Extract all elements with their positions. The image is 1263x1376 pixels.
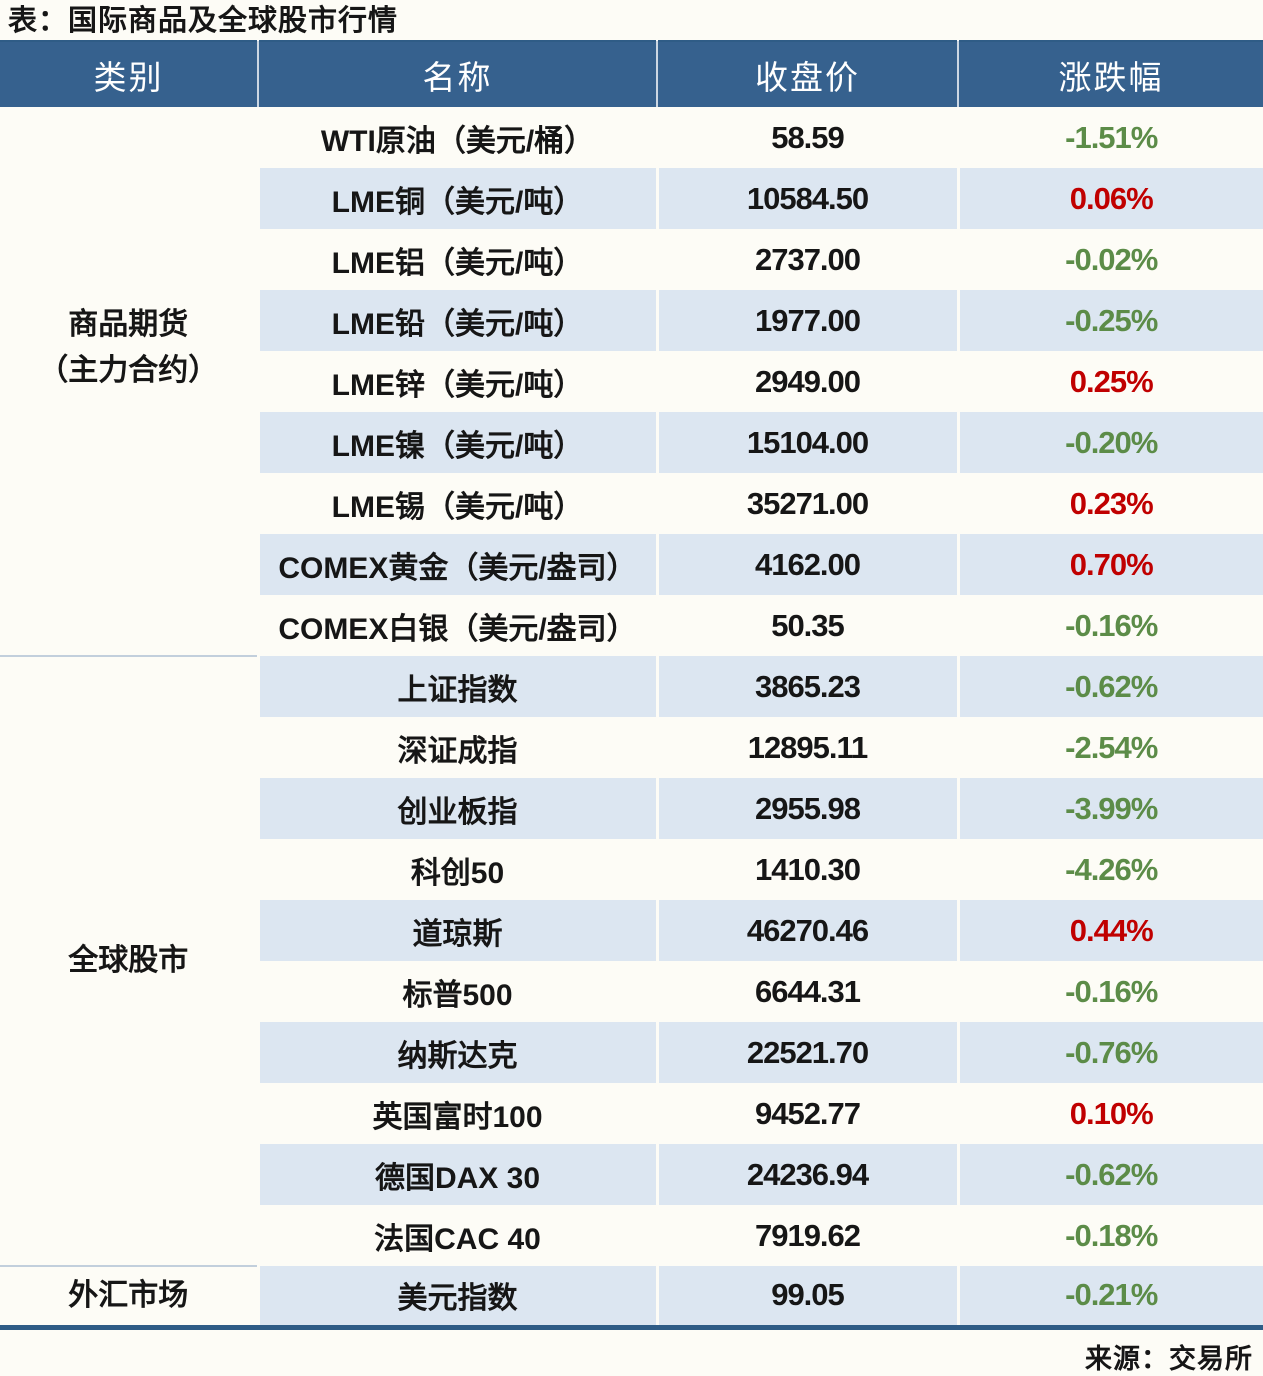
close-cell: 3865.23 [655,656,958,717]
close-cell: 2955.98 [655,778,958,839]
table-row: LME镍（美元/吨） 15104.00 -0.20% [0,412,1263,473]
change-cell: 0.23% [956,473,1263,534]
table-row: 科创50 1410.30 -4.26% [0,839,1263,900]
table-row: 商品期货 （主力合约） WTI原油（美元/桶） 58.59 -1.51% [0,107,1263,656]
name-cell: 上证指数 [256,656,657,717]
header-row: 类别 名称 收盘价 涨跌幅 [0,41,1263,107]
table-row: COMEX白银（美元/盎司） 50.35 -0.16% [0,595,1263,656]
name-cell: 英国富时100 [256,1083,657,1144]
change-cell: 0.70% [956,534,1263,595]
change-cell: -0.21% [956,1266,1263,1328]
close-cell: 4162.00 [655,534,958,595]
close-cell: 24236.94 [655,1144,958,1205]
close-cell: 35271.00 [655,473,958,534]
name-cell: 创业板指 [256,778,657,839]
table-row: LME铝（美元/吨） 2737.00 -0.02% [0,229,1263,290]
name-cell: 道琼斯 [256,900,657,961]
table-row: 创业板指 2955.98 -3.99% [0,778,1263,839]
change-cell: -0.16% [956,595,1263,656]
change-cell: -1.51% [956,107,1263,168]
name-cell: LME镍（美元/吨） [256,412,657,473]
table-row: 英国富时100 9452.77 0.10% [0,1083,1263,1144]
close-cell: 7919.62 [655,1205,958,1266]
category-cell-stocks: 全球股市 [0,655,258,1266]
close-cell: 50.35 [655,595,958,656]
change-cell: -0.20% [956,412,1263,473]
name-cell: 纳斯达克 [256,1022,657,1083]
close-cell: 12895.11 [655,717,958,778]
header-change: 涨跌幅 [957,41,1263,107]
close-cell: 58.59 [655,107,958,168]
name-cell: COMEX白银（美元/盎司） [256,595,657,656]
change-cell: 0.25% [956,351,1263,412]
change-cell: -4.26% [956,839,1263,900]
change-cell: -0.62% [956,1144,1263,1205]
table-row: 全球股市 上证指数 3865.23 -0.62% [0,655,1263,1266]
change-cell: -3.99% [956,778,1263,839]
header-close: 收盘价 [656,41,958,107]
change-cell: -2.54% [956,717,1263,778]
name-cell: LME锌（美元/吨） [256,351,657,412]
name-cell: 科创50 [256,839,657,900]
close-cell: 22521.70 [655,1022,958,1083]
table-row: 外汇市场 美元指数 99.05 -0.21% [0,1265,1263,1328]
change-cell: -0.62% [956,656,1263,717]
table-row: 标普500 6644.31 -0.16% [0,961,1263,1022]
name-cell: 法国CAC 40 [256,1205,657,1266]
table-row: LME锡（美元/吨） 35271.00 0.23% [0,473,1263,534]
table-row: LME锌（美元/吨） 2949.00 0.25% [0,351,1263,412]
table-row: 道琼斯 46270.46 0.44% [0,900,1263,961]
table-row: LME铜（美元/吨） 10584.50 0.06% [0,168,1263,229]
name-cell: 美元指数 [256,1266,657,1328]
name-cell: 德国DAX 30 [256,1144,657,1205]
change-cell: 0.06% [956,168,1263,229]
table-row: LME铅（美元/吨） 1977.00 -0.25% [0,290,1263,351]
close-cell: 15104.00 [655,412,958,473]
quotes-table: 类别 名称 收盘价 涨跌幅 商品期货 （主力合约） WTI原油（美元/桶） 58… [0,40,1263,1330]
name-cell: 深证成指 [256,717,657,778]
close-cell: 1977.00 [655,290,958,351]
name-cell: LME铝（美元/吨） [256,229,657,290]
close-cell: 99.05 [655,1266,958,1328]
change-cell: 0.44% [956,900,1263,961]
name-cell: WTI原油（美元/桶） [256,107,657,168]
name-cell: COMEX黄金（美元/盎司） [256,534,657,595]
table-row: COMEX黄金（美元/盎司） 4162.00 0.70% [0,534,1263,595]
close-cell: 10584.50 [655,168,958,229]
close-cell: 1410.30 [655,839,958,900]
page-title: 表：国际商品及全球股市行情 [8,5,399,37]
table-row: 德国DAX 30 24236.94 -0.62% [0,1144,1263,1205]
close-cell: 6644.31 [655,961,958,1022]
change-cell: -0.16% [956,961,1263,1022]
name-cell: LME铅（美元/吨） [256,290,657,351]
source-label: 来源：交易所 [1085,1343,1253,1374]
name-cell: LME铜（美元/吨） [256,168,657,229]
category-cell-commodities: 商品期货 （主力合约） [0,107,258,656]
name-cell: 标普500 [256,961,657,1022]
close-cell: 2949.00 [655,351,958,412]
change-cell: -0.18% [956,1205,1263,1266]
change-cell: -0.76% [956,1022,1263,1083]
name-cell: LME锡（美元/吨） [256,473,657,534]
change-cell: 0.10% [956,1083,1263,1144]
close-cell: 46270.46 [655,900,958,961]
category-cell-forex: 外汇市场 [0,1265,258,1328]
table-row: 法国CAC 40 7919.62 -0.18% [0,1205,1263,1266]
table-row: 纳斯达克 22521.70 -0.76% [0,1022,1263,1083]
table-row: 深证成指 12895.11 -2.54% [0,717,1263,778]
change-cell: -0.02% [956,229,1263,290]
header-category: 类别 [0,41,258,107]
close-cell: 2737.00 [655,229,958,290]
close-cell: 9452.77 [655,1083,958,1144]
header-name: 名称 [257,41,657,107]
change-cell: -0.25% [956,290,1263,351]
